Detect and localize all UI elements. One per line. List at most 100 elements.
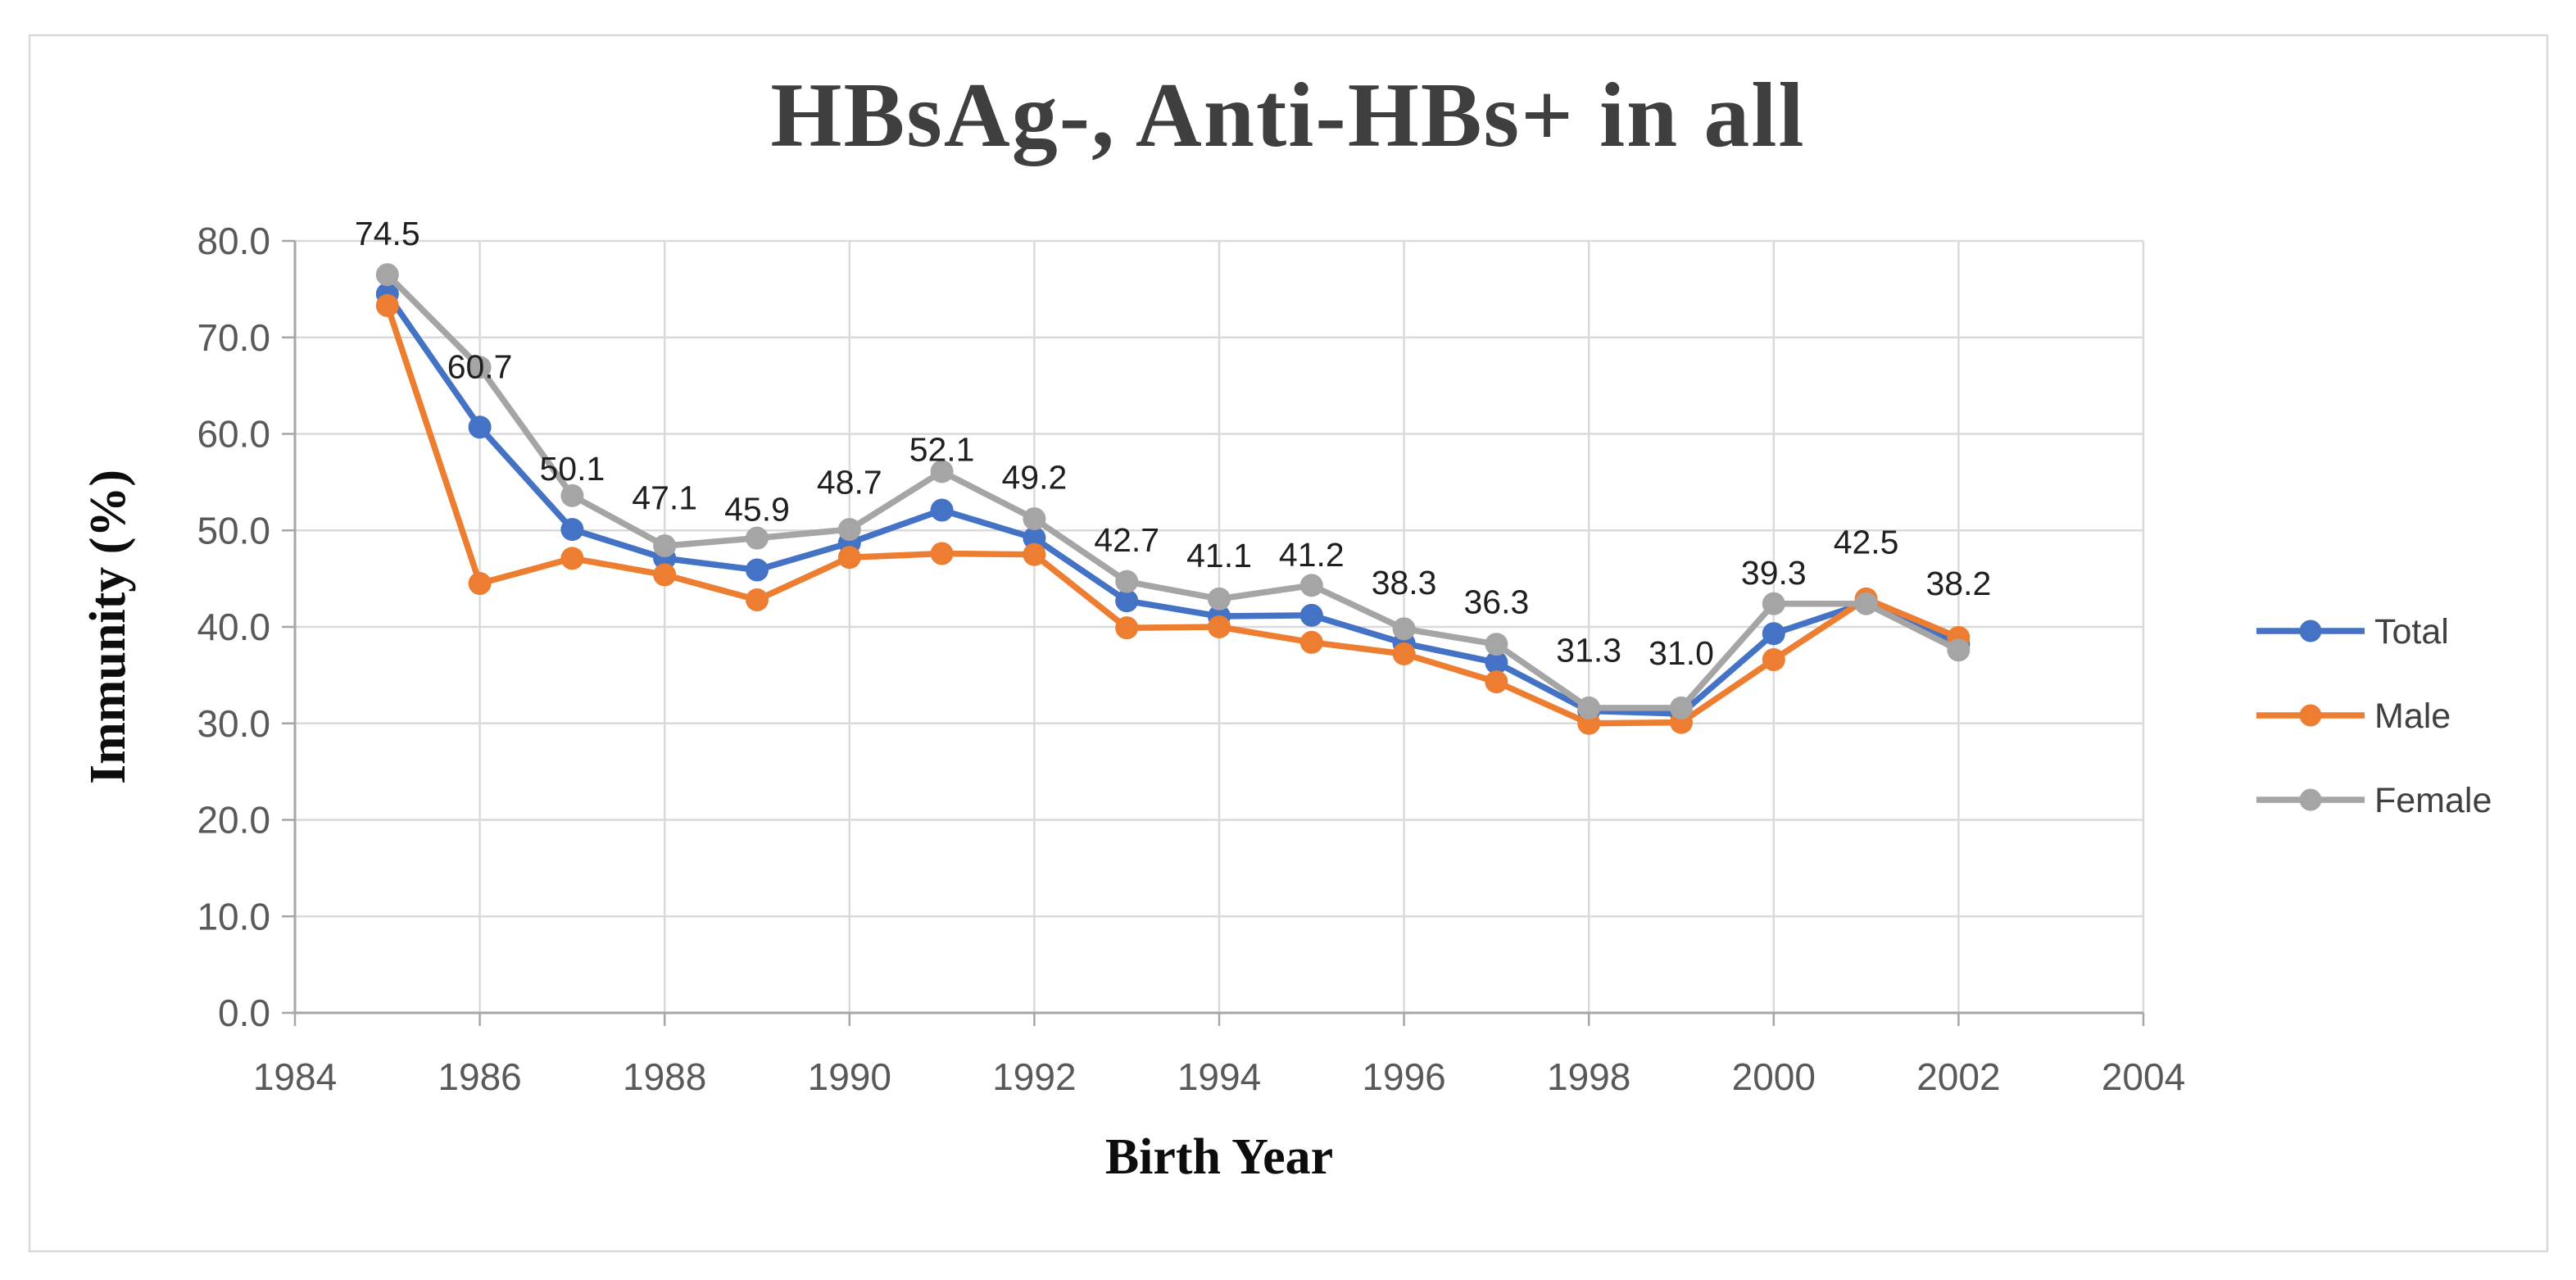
legend-label-male: Male	[2374, 697, 2451, 736]
data-point-female-1998	[1577, 696, 1601, 719]
data-point-male-1991	[930, 542, 954, 565]
data-labels: 74.5 60.7 50.1 47.1 45.9 48.7 52.1 49.2 42.7 41.1…	[355, 215, 1991, 672]
data-point-male-1986	[468, 572, 492, 596]
data-point-female-1992	[1023, 507, 1046, 531]
data-point-female-1993	[1115, 570, 1139, 593]
chart-border	[28, 34, 2549, 1253]
data-point-male-1994	[1208, 615, 1231, 638]
data-point-female-1986	[468, 356, 492, 379]
data-point-total-1986	[468, 415, 492, 439]
data-label: 49.2	[1001, 459, 1067, 497]
x-tick-label: 2002	[1916, 1055, 2000, 1098]
data-point-total-1989	[746, 558, 769, 582]
data-point-male-1990	[837, 546, 861, 570]
x-tick-label: 1990	[808, 1055, 891, 1098]
y-tick-label: 30.0	[197, 702, 270, 745]
data-label: 52.1	[909, 431, 975, 469]
x-tick-label: 1986	[438, 1055, 521, 1098]
y-tick-label: 10.0	[197, 895, 270, 937]
data-label: 41.2	[1279, 536, 1345, 574]
x-tick-label: 1994	[1177, 1055, 1261, 1098]
x-tick-label: 1984	[253, 1055, 337, 1098]
x-tick-label: 1992	[992, 1055, 1076, 1098]
legend-marker-male	[2299, 704, 2322, 727]
data-point-male-1989	[746, 588, 769, 612]
y-tick-label: 80.0	[197, 220, 270, 262]
y-tick-label: 60.0	[197, 413, 270, 456]
data-point-male-1988	[653, 563, 677, 587]
data-point-female-1990	[837, 518, 861, 542]
data-label: 48.7	[817, 464, 882, 502]
data-label: 47.1	[632, 479, 697, 516]
y-axis-title: Immunity (%)	[80, 470, 136, 784]
x-axis-title: Birth Year	[1105, 1129, 1333, 1185]
data-point-male-1993	[1115, 616, 1139, 640]
legend-marker-total	[2299, 620, 2322, 642]
y-tick-label: 50.0	[197, 509, 270, 551]
data-label: 31.0	[1649, 634, 1714, 672]
data-point-female-2000	[1762, 592, 1785, 615]
data-point-total-1993	[1115, 589, 1139, 613]
data-point-female-2002	[1947, 638, 1971, 662]
x-tick-label: 2004	[2102, 1055, 2185, 1098]
data-point-total-1992	[1023, 526, 1046, 550]
data-point-total-2000	[1762, 622, 1785, 646]
data-point-male-1987	[560, 547, 584, 570]
data-label: 31.3	[1556, 631, 1621, 669]
data-point-female-2001	[1854, 592, 1878, 615]
data-point-male-1985	[375, 293, 399, 317]
data-label: 36.3	[1463, 583, 1529, 621]
data-label: 45.9	[724, 491, 790, 529]
y-tick-label: 70.0	[197, 316, 270, 359]
data-label: 74.5	[355, 215, 420, 252]
y-tick-label: 20.0	[197, 799, 270, 842]
legend-item-total: Total	[2256, 612, 2449, 651]
data-point-female-1988	[653, 534, 677, 558]
data-point-female-1997	[1485, 633, 1508, 656]
series-line-female	[384, 271, 1962, 711]
data-point-female-1985	[375, 263, 399, 287]
series-line-male	[384, 302, 1962, 727]
data-point-female-1999	[1670, 696, 1693, 719]
tick-labels: 80.0 70.0 60.0 50.0 40.0 30.0 20.0 10.0 0.0 1984 1…	[197, 220, 2185, 1098]
legend-label-total: Total	[2374, 612, 2449, 651]
data-point-female-1991	[930, 460, 954, 483]
data-point-female-1995	[1299, 574, 1323, 597]
legend-item-female: Female	[2256, 781, 2492, 820]
data-point-total-1997	[1485, 651, 1508, 674]
series-line-total	[384, 291, 1962, 717]
data-point-male-1997	[1485, 670, 1508, 694]
data-point-female-1996	[1392, 617, 1416, 641]
chart-title: HBsAg-, Anti-HBs+ in all	[770, 65, 1805, 166]
y-tick-label: 0.0	[218, 992, 270, 1034]
data-point-female-1989	[746, 526, 769, 550]
y-tick-label: 40.0	[197, 606, 270, 648]
series-group	[375, 263, 1971, 735]
legend-marker-female	[2299, 788, 2322, 811]
legend-label-female: Female	[2374, 781, 2492, 820]
x-tick-label: 1988	[623, 1055, 706, 1098]
data-point-total-1987	[560, 518, 584, 542]
data-label: 39.3	[1741, 554, 1807, 592]
legend: Total Male Female	[2256, 612, 2492, 820]
data-label: 60.7	[447, 347, 513, 385]
data-point-total-1995	[1299, 603, 1323, 627]
x-tick-label: 1998	[1547, 1055, 1630, 1098]
axes	[282, 239, 2145, 1026]
x-tick-label: 1996	[1362, 1055, 1445, 1098]
data-point-male-1995	[1299, 630, 1323, 654]
data-point-male-1996	[1392, 642, 1416, 665]
data-point-total-1991	[930, 498, 954, 522]
data-label: 42.7	[1094, 521, 1159, 559]
data-point-male-1992	[1023, 542, 1046, 566]
data-point-female-1987	[560, 483, 584, 507]
x-tick-label: 2000	[1732, 1055, 1816, 1098]
data-label: 38.2	[1925, 565, 1991, 602]
data-label: 42.5	[1834, 524, 1899, 561]
data-point-female-1994	[1208, 587, 1231, 610]
legend-item-male: Male	[2256, 697, 2451, 736]
data-label: 50.1	[539, 450, 605, 488]
data-label: 41.1	[1186, 537, 1252, 574]
